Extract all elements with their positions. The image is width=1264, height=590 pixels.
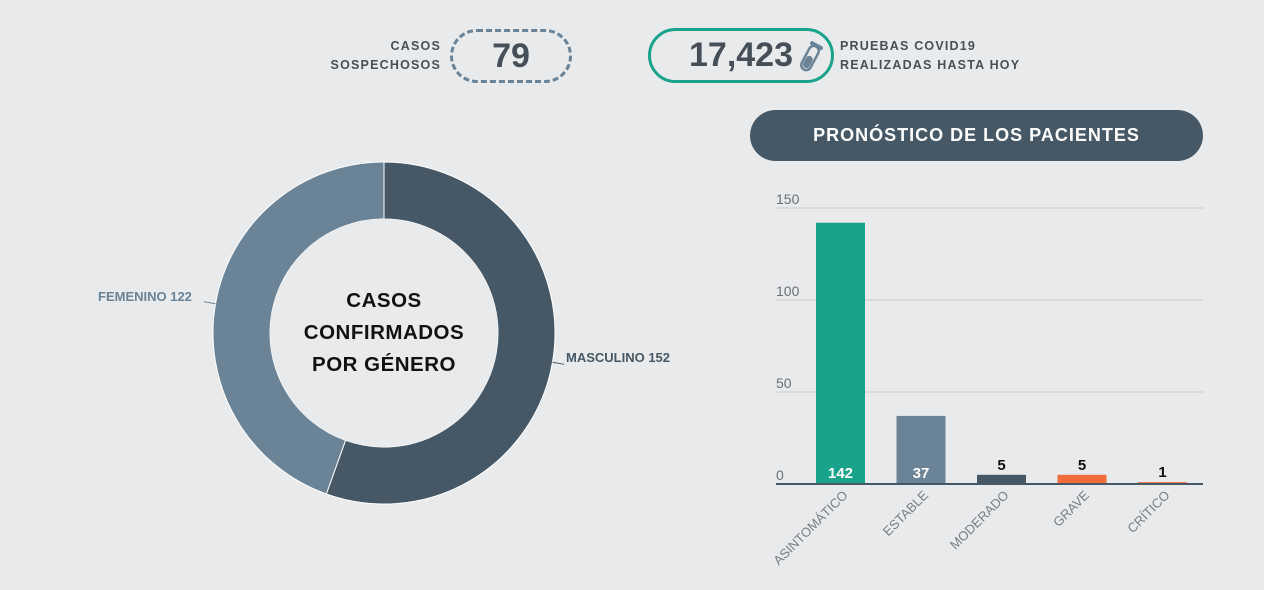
suspected-label-line1: CASOS <box>390 39 441 53</box>
tests-label-line1: PRUEBAS COVID19 <box>840 39 977 53</box>
x-tick-label: GRAVE <box>1050 487 1092 529</box>
x-tick-label: ESTABLE <box>880 487 932 539</box>
tests-count-value: 17,423 <box>648 28 834 83</box>
prognosis-chart-title: PRONÓSTICO DE LOS PACIENTES <box>813 125 1140 145</box>
bar-data-label: 5 <box>997 457 1005 474</box>
suspected-label-line2: SOSPECHOSOS <box>330 58 441 72</box>
bar-2 <box>977 474 1026 484</box>
suspected-value: 79 <box>492 36 530 75</box>
tests-value: 17,423 <box>689 36 793 74</box>
bar-data-label: 142 <box>828 465 853 482</box>
femenino-label: FEMENINO 122 <box>98 289 192 304</box>
donut-center-title: CASOS CONFIRMADOS POR GÉNERO <box>284 285 484 381</box>
tests-label: PRUEBAS COVID19 REALIZADAS HASTA HOY <box>840 37 1020 75</box>
y-tick-label: 0 <box>776 467 784 483</box>
y-tick-label: 150 <box>776 191 800 207</box>
gender-donut-chart <box>203 161 565 505</box>
donut-title-line2: CONFIRMADOS <box>303 321 465 344</box>
test-tube-icon <box>799 41 823 72</box>
donut-hole <box>270 219 498 447</box>
x-tick-label: MODERADO <box>947 488 1012 553</box>
y-tick-label: 100 <box>776 283 800 299</box>
donut-leader-line <box>203 301 216 305</box>
donut-title-line1: CASOS <box>346 289 422 312</box>
masculino-label: MASCULINO 152 <box>566 350 671 365</box>
bar-1 <box>896 415 946 484</box>
x-tick-label: ASINTOMÁTICO <box>770 488 850 568</box>
suspected-cases-value: 79 <box>450 29 572 83</box>
donut-leader-line <box>552 361 565 365</box>
bar-data-label: 37 <box>913 465 930 482</box>
suspected-cases-label: CASOS SOSPECHOSOS <box>300 37 441 75</box>
bar-0 <box>816 222 865 484</box>
y-tick-label: 50 <box>776 375 792 391</box>
bar-data-label: 5 <box>1078 457 1086 474</box>
tests-label-line2: REALIZADAS HASTA HOY <box>840 58 1021 72</box>
x-tick-label: CRÍTICO <box>1124 488 1172 536</box>
bar-data-label: 1 <box>1158 464 1166 481</box>
prognosis-chart-header: PRONÓSTICO DE LOS PACIENTES <box>750 110 1203 161</box>
bar-3 <box>1057 474 1107 484</box>
donut-title-line3: POR GÉNERO <box>312 353 456 376</box>
